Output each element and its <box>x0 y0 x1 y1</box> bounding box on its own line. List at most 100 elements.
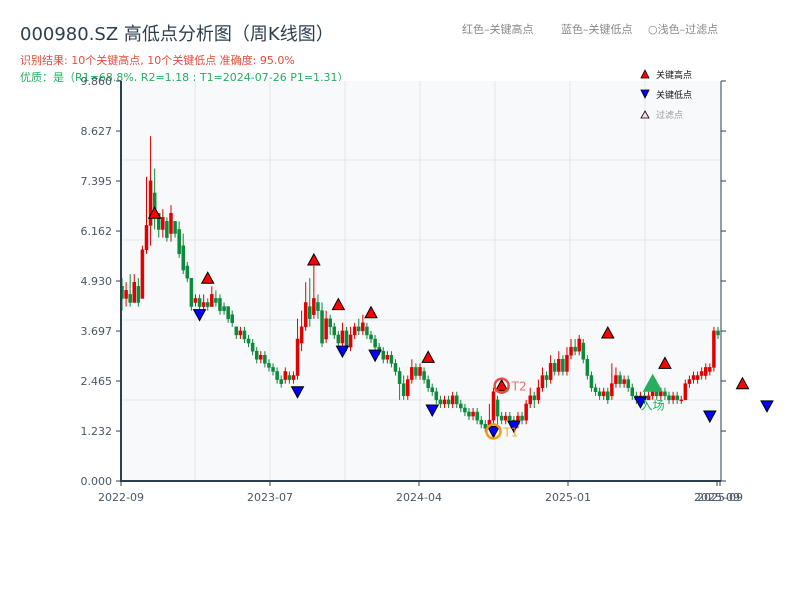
key-high-marker <box>364 305 378 319</box>
candle <box>173 221 177 238</box>
candle <box>626 375 630 392</box>
triangle-outline-icon <box>640 110 650 119</box>
pivot-markers <box>147 206 774 439</box>
quality-summary: 优质：是（R1=68.8%, R2=1.18 ; T1=2024-07-26 P… <box>20 71 349 84</box>
t1-label: T1 <box>502 425 518 439</box>
candle <box>259 351 263 364</box>
candle <box>189 277 194 311</box>
candle <box>283 367 288 384</box>
candle <box>369 330 373 344</box>
t2-label: T2 <box>511 380 527 394</box>
x-tick-label: 2025-09 <box>697 491 743 504</box>
candle <box>238 326 243 340</box>
candle <box>128 274 132 307</box>
candle <box>454 391 459 408</box>
candle <box>365 322 369 340</box>
key-low-marker <box>633 396 648 409</box>
candle <box>210 286 214 307</box>
candle <box>132 274 136 303</box>
candle <box>124 282 128 307</box>
candle <box>699 367 704 380</box>
candle <box>589 371 594 392</box>
legend-label: 关键低点 <box>656 90 693 101</box>
candle <box>197 294 202 311</box>
candle <box>532 391 537 408</box>
candle <box>230 310 234 327</box>
candle <box>308 278 312 327</box>
candle <box>577 334 581 356</box>
key-high-marker <box>600 325 615 339</box>
candle <box>234 326 239 340</box>
candle <box>357 318 361 335</box>
candle <box>291 371 296 384</box>
candle <box>426 375 430 392</box>
legend: 关键高点 关键低点 过滤点 <box>640 64 692 124</box>
candle <box>475 407 479 425</box>
candle <box>520 412 524 425</box>
y-tick-label: 7.395 <box>81 175 113 188</box>
candle <box>622 375 626 388</box>
candle <box>348 326 353 352</box>
candle <box>332 322 337 340</box>
y-tick-label: 1.232 <box>81 425 113 438</box>
candle <box>287 371 292 384</box>
candle <box>524 399 528 425</box>
candle <box>340 322 345 348</box>
candle <box>401 375 406 400</box>
candle <box>438 395 443 408</box>
candle <box>193 294 198 307</box>
y-tick-label: 2.465 <box>81 375 113 388</box>
legend-item-key-low: 关键低点 <box>640 84 692 104</box>
candle <box>671 391 675 404</box>
candle <box>320 302 324 348</box>
candle <box>279 375 283 388</box>
candle <box>165 217 169 242</box>
candle <box>712 326 716 372</box>
plot-area <box>121 81 721 481</box>
candle <box>434 387 439 404</box>
candle <box>254 347 259 364</box>
key-low-marker <box>507 420 521 434</box>
candle <box>148 136 153 246</box>
candle <box>663 387 667 400</box>
candle <box>471 407 475 421</box>
candle <box>250 339 255 356</box>
candle <box>393 359 398 376</box>
candle <box>324 310 328 344</box>
x-tick-label: 2022-09 <box>98 491 144 504</box>
candle <box>299 310 304 352</box>
candle <box>552 359 557 376</box>
candle <box>295 318 300 380</box>
candle <box>303 282 308 331</box>
candle <box>328 314 332 335</box>
candle <box>373 334 377 352</box>
entry-marker <box>642 373 663 392</box>
key-low-marker <box>425 404 440 417</box>
x-tick-label: 2025-09 <box>694 491 740 504</box>
key-low-marker <box>290 386 305 399</box>
y-tick-label: 9.860 <box>81 75 113 88</box>
candle <box>503 412 508 425</box>
y-tick-label: 0.000 <box>81 475 113 488</box>
candle <box>316 294 320 319</box>
note-blue-lows: 蓝色–关键低点 <box>561 23 633 36</box>
candle <box>242 326 247 344</box>
candle <box>467 407 471 421</box>
candle <box>557 351 561 376</box>
candle <box>565 347 569 376</box>
x-tick-label: 2023-07 <box>247 491 293 504</box>
candle <box>201 294 206 311</box>
y-tick-label: 6.162 <box>81 225 113 238</box>
candle <box>214 290 218 307</box>
candle <box>667 391 671 404</box>
candle <box>499 412 504 425</box>
candle <box>459 399 463 413</box>
chart-title: 000980.SZ 高低点分析图（周K线图） <box>20 24 334 45</box>
candle <box>687 375 692 388</box>
candle <box>561 355 565 376</box>
candle <box>144 176 149 254</box>
candle <box>410 359 414 384</box>
candle <box>695 371 700 384</box>
triangle-up-icon <box>640 69 650 79</box>
